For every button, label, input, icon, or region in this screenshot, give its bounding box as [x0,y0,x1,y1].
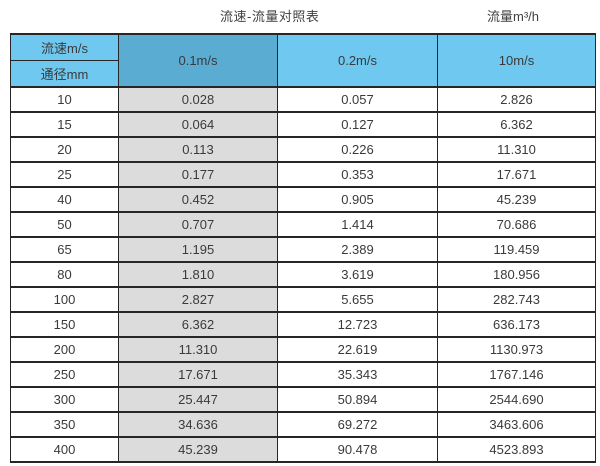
header-row-bottom: 通径mm [10,60,596,88]
flow-value-cell: 17.671 [118,361,278,388]
flow-value-cell: 0.113 [118,136,278,163]
flow-value-cell: 4523.893 [437,436,596,463]
table-row: 300 25.447 50.894 2544.690 [10,386,596,413]
flow-value-cell: 119.459 [437,236,596,263]
flow-value-cell: 0.127 [277,111,438,138]
corner-diameter-label: 通径mm [10,60,119,88]
flow-value-cell: 0.707 [118,211,278,238]
table-row: 40 0.452 0.905 45.239 [10,186,596,213]
table-row: 15 0.064 0.127 6.362 [10,111,596,138]
flow-value-cell: 0.226 [277,136,438,163]
table-row: 65 1.195 2.389 119.459 [10,236,596,263]
flow-value-cell: 3463.606 [437,411,596,438]
table-row: 400 45.239 90.478 4523.893 [10,436,596,463]
table-row: 10 0.028 0.057 2.826 [10,86,596,113]
page-title: 流速-流量对照表 [220,9,320,24]
flow-value-cell: 0.064 [118,111,278,138]
diameter-cell: 50 [10,211,119,238]
diameter-cell: 300 [10,386,119,413]
table-row: 50 0.707 1.414 70.686 [10,211,596,238]
diameter-cell: 350 [10,411,119,438]
diameter-cell: 200 [10,336,119,363]
flow-unit-label: 流量m³/h [487,9,540,24]
flow-value-cell: 45.239 [118,436,278,463]
flow-value-cell: 1.810 [118,261,278,288]
flow-value-cell: 5.655 [277,286,438,313]
diameter-cell: 80 [10,261,119,288]
table-body: 10 0.028 0.057 2.826 15 0.064 0.127 6.362 20 0.11… [10,86,596,463]
flow-value-cell: 180.956 [437,261,596,288]
flow-value-cell: 35.343 [277,361,438,388]
flow-value-cell: 0.905 [277,186,438,213]
flow-value-cell: 2.826 [437,86,596,113]
corner-velocity-label: 流速m/s [10,33,119,61]
diameter-cell: 100 [10,286,119,313]
flow-value-cell: 0.177 [118,161,278,188]
flow-value-cell: 45.239 [437,186,596,213]
flow-value-cell: 0.452 [118,186,278,213]
flow-value-cell: 1.195 [118,236,278,263]
table-row: 150 6.362 12.723 636.173 [10,311,596,338]
flow-value-cell: 3.619 [277,261,438,288]
flow-value-cell: 0.028 [118,86,278,113]
flow-value-cell: 1130.973 [437,336,596,363]
flow-value-cell: 0.057 [277,86,438,113]
flow-value-cell: 6.362 [118,311,278,338]
table-row: 25 0.177 0.353 17.671 [10,161,596,188]
flow-value-cell: 25.447 [118,386,278,413]
column-header-0-2ms: 0.2m/s [277,33,438,88]
diameter-cell: 25 [10,161,119,188]
flow-velocity-table: 流速m/s 0.1m/s 0.2m/s 10m/s 通径mm 10 0.028 0.… [10,33,596,463]
diameter-cell: 250 [10,361,119,388]
flow-value-cell: 50.894 [277,386,438,413]
flow-value-cell: 90.478 [277,436,438,463]
flow-value-cell: 6.362 [437,111,596,138]
table-row: 350 34.636 69.272 3463.606 [10,411,596,438]
flow-value-cell: 69.272 [277,411,438,438]
header-row-top: 流速m/s 0.1m/s 0.2m/s 10m/s [10,33,596,88]
flow-value-cell: 0.353 [277,161,438,188]
flow-value-cell: 11.310 [437,136,596,163]
diameter-cell: 20 [10,136,119,163]
title-bar: 流速-流量对照表 流量m³/h [0,0,600,33]
flow-value-cell: 34.636 [118,411,278,438]
diameter-cell: 65 [10,236,119,263]
flow-value-cell: 17.671 [437,161,596,188]
flow-value-cell: 1.414 [277,211,438,238]
flow-value-cell: 70.686 [437,211,596,238]
column-header-10ms: 10m/s [437,33,596,88]
flow-value-cell: 2.389 [277,236,438,263]
diameter-cell: 150 [10,311,119,338]
flow-value-cell: 22.619 [277,336,438,363]
flow-value-cell: 282.743 [437,286,596,313]
diameter-cell: 40 [10,186,119,213]
table-header: 流速m/s 0.1m/s 0.2m/s 10m/s 通径mm [10,33,596,88]
flow-value-cell: 2544.690 [437,386,596,413]
flow-value-cell: 1767.146 [437,361,596,388]
table-row: 200 11.310 22.619 1130.973 [10,336,596,363]
diameter-cell: 10 [10,86,119,113]
flow-value-cell: 11.310 [118,336,278,363]
flow-value-cell: 12.723 [277,311,438,338]
flow-value-cell: 636.173 [437,311,596,338]
diameter-cell: 15 [10,111,119,138]
table-row: 250 17.671 35.343 1767.146 [10,361,596,388]
diameter-cell: 400 [10,436,119,463]
column-header-0-1ms: 0.1m/s [118,33,278,88]
table-row: 80 1.810 3.619 180.956 [10,261,596,288]
table-row: 20 0.113 0.226 11.310 [10,136,596,163]
table-row: 100 2.827 5.655 282.743 [10,286,596,313]
flow-value-cell: 2.827 [118,286,278,313]
